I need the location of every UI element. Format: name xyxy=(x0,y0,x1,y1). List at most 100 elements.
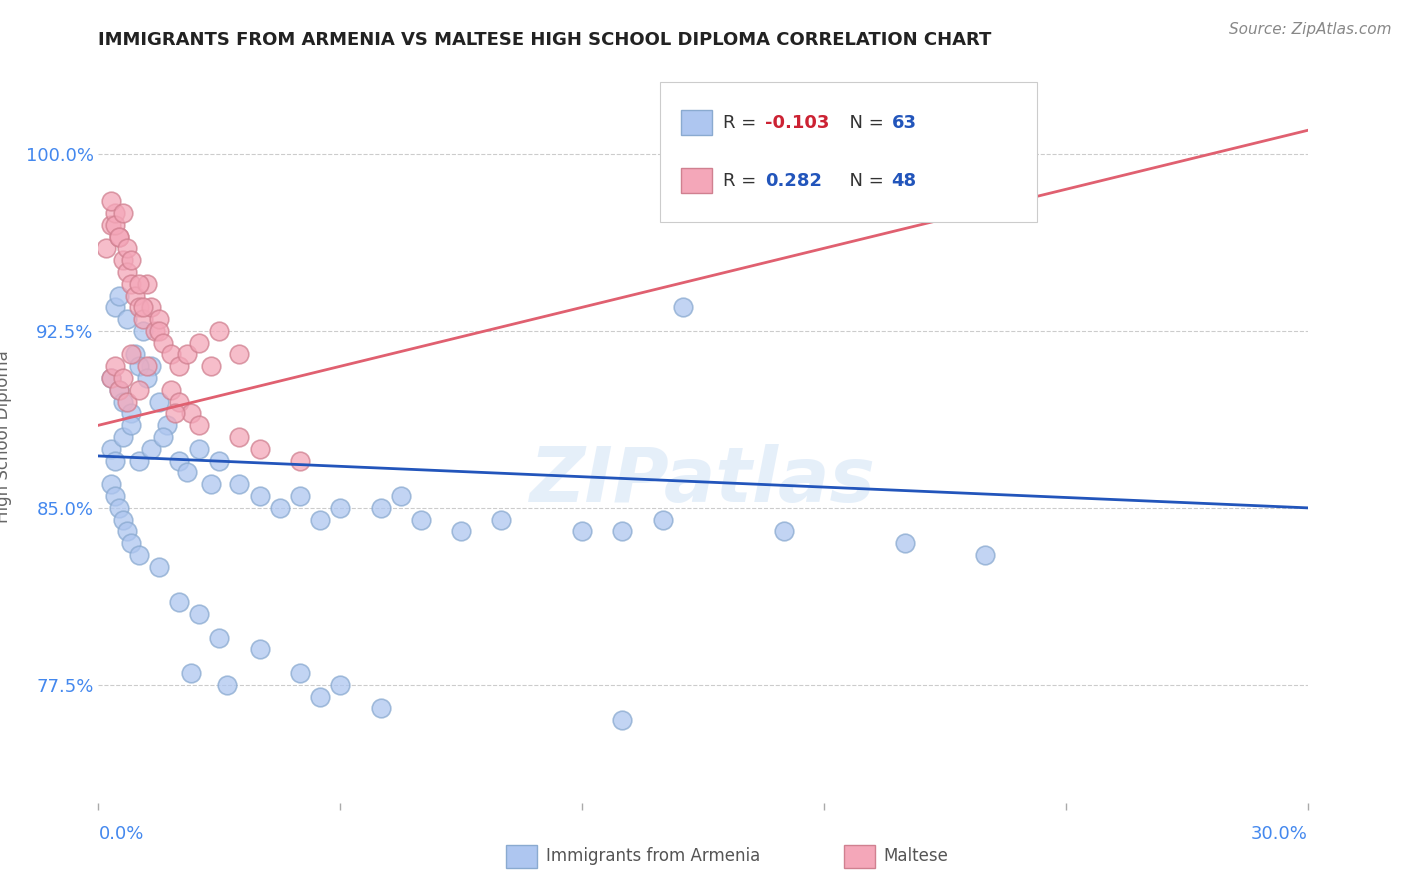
Point xyxy=(107,383,129,397)
Point xyxy=(135,277,157,291)
Point xyxy=(491,513,513,527)
Text: Immigrants from Armenia: Immigrants from Armenia xyxy=(546,847,759,865)
Point xyxy=(188,335,211,350)
Point xyxy=(329,500,352,515)
Point xyxy=(249,642,271,657)
Point xyxy=(148,394,170,409)
Point xyxy=(409,513,432,527)
Point xyxy=(100,371,122,385)
Point xyxy=(128,548,150,562)
Text: Maltese: Maltese xyxy=(883,847,948,865)
Point xyxy=(103,453,125,467)
Point xyxy=(128,277,150,291)
Point xyxy=(100,194,122,208)
Point xyxy=(370,701,392,715)
Point xyxy=(288,489,311,503)
Point xyxy=(651,513,673,527)
Point xyxy=(176,347,198,361)
Point xyxy=(139,359,162,374)
Point xyxy=(107,383,129,397)
Point xyxy=(160,383,183,397)
Point xyxy=(163,407,186,421)
Point xyxy=(152,335,174,350)
Point xyxy=(135,359,157,374)
Point xyxy=(612,713,634,727)
Point xyxy=(96,241,118,255)
Point xyxy=(107,229,129,244)
Point xyxy=(128,383,150,397)
Point xyxy=(148,559,170,574)
Point xyxy=(128,359,150,374)
Text: ZIPatlas: ZIPatlas xyxy=(530,444,876,518)
Point xyxy=(103,489,125,503)
Point xyxy=(309,690,332,704)
Point xyxy=(269,500,291,515)
Point xyxy=(167,359,190,374)
Point xyxy=(228,477,250,491)
Text: 63: 63 xyxy=(891,114,917,132)
Point xyxy=(167,595,190,609)
Point xyxy=(156,418,179,433)
Point xyxy=(111,253,134,268)
Text: R =: R = xyxy=(723,114,762,132)
Point xyxy=(115,524,138,539)
Point xyxy=(249,489,271,503)
Point xyxy=(208,631,231,645)
Point xyxy=(107,500,129,515)
Point xyxy=(120,253,142,268)
Point xyxy=(100,218,122,232)
Point xyxy=(128,453,150,467)
Point xyxy=(132,301,155,315)
Point xyxy=(208,453,231,467)
Text: 30.0%: 30.0% xyxy=(1251,825,1308,843)
Point xyxy=(139,442,162,456)
Text: R =: R = xyxy=(723,172,762,190)
Point xyxy=(974,548,997,562)
Point xyxy=(111,371,134,385)
Point xyxy=(974,135,997,149)
Point xyxy=(107,229,129,244)
Point xyxy=(389,489,412,503)
Point xyxy=(672,301,695,315)
Point xyxy=(167,453,190,467)
Text: 0.282: 0.282 xyxy=(765,172,823,190)
Point xyxy=(188,442,211,456)
Point xyxy=(188,607,211,621)
Point xyxy=(111,394,134,409)
Point xyxy=(249,442,271,456)
Point xyxy=(143,324,166,338)
Point xyxy=(152,430,174,444)
Point xyxy=(772,524,794,539)
Point xyxy=(288,453,311,467)
Point xyxy=(124,288,146,302)
Point xyxy=(309,513,332,527)
Point xyxy=(893,536,915,550)
Point xyxy=(288,666,311,681)
Point xyxy=(111,206,134,220)
Point xyxy=(111,513,134,527)
Point xyxy=(120,407,142,421)
Text: N =: N = xyxy=(838,172,890,190)
Point xyxy=(115,394,138,409)
Point xyxy=(120,418,142,433)
Point xyxy=(120,536,142,550)
Point xyxy=(450,524,472,539)
Point xyxy=(200,477,222,491)
Point xyxy=(180,407,202,421)
Point xyxy=(571,524,593,539)
Point xyxy=(103,206,125,220)
Point xyxy=(135,371,157,385)
Point xyxy=(103,218,125,232)
Point xyxy=(370,500,392,515)
Point xyxy=(103,301,125,315)
Point xyxy=(120,347,142,361)
Point xyxy=(107,288,129,302)
Point xyxy=(115,241,138,255)
Point xyxy=(160,347,183,361)
Point xyxy=(180,666,202,681)
Point xyxy=(176,466,198,480)
Point xyxy=(188,418,211,433)
Point xyxy=(115,312,138,326)
Point xyxy=(100,442,122,456)
Point xyxy=(100,477,122,491)
